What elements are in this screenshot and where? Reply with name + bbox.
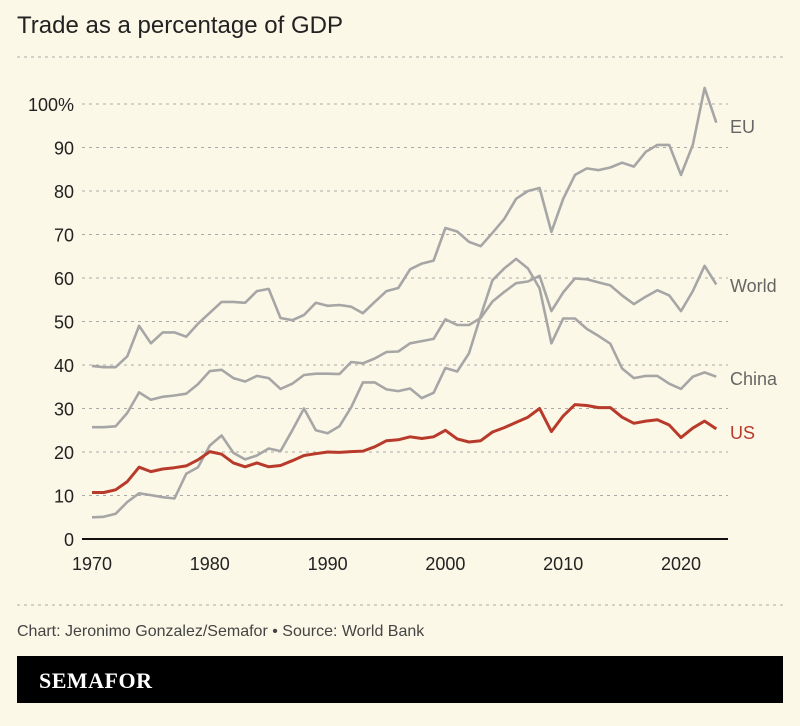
- y-tick-label: 50: [54, 313, 74, 333]
- series-line-china: [91, 257, 717, 519]
- y-tick-label: 20: [54, 443, 74, 463]
- series-label: EU: [730, 117, 755, 137]
- series-line-us: [92, 403, 718, 494]
- brand-bar: SEMAFOR: [17, 656, 783, 703]
- y-tick-label: 0: [64, 530, 74, 550]
- series-label: China: [730, 369, 778, 389]
- x-tick-label: 2010: [543, 554, 583, 574]
- series-label: World: [730, 276, 777, 296]
- y-tick-label: 40: [54, 356, 74, 376]
- y-tick-label: 100%: [28, 95, 74, 115]
- y-tick-label: 10: [54, 487, 74, 507]
- series-label: US: [730, 423, 755, 443]
- y-tick-label: 30: [54, 400, 74, 420]
- x-tick-label: 2000: [425, 554, 465, 574]
- series-line-eu: [91, 86, 718, 369]
- series-line-world: [92, 264, 718, 429]
- y-tick-label: 60: [54, 269, 74, 289]
- x-tick-label: 1980: [190, 554, 230, 574]
- y-tick-label: 90: [54, 139, 74, 159]
- source-note: Chart: Jeronimo Gonzalez/Semafor • Sourc…: [17, 623, 425, 640]
- x-tick-label: 2020: [661, 554, 701, 574]
- brand-logo: SEMAFOR: [39, 668, 153, 693]
- y-tick-label: 70: [54, 226, 74, 246]
- chart-title: Trade as a percentage of GDP: [17, 12, 343, 39]
- x-tick-label: 1990: [308, 554, 348, 574]
- y-tick-label: 80: [54, 182, 74, 202]
- x-tick-label: 1970: [72, 554, 112, 574]
